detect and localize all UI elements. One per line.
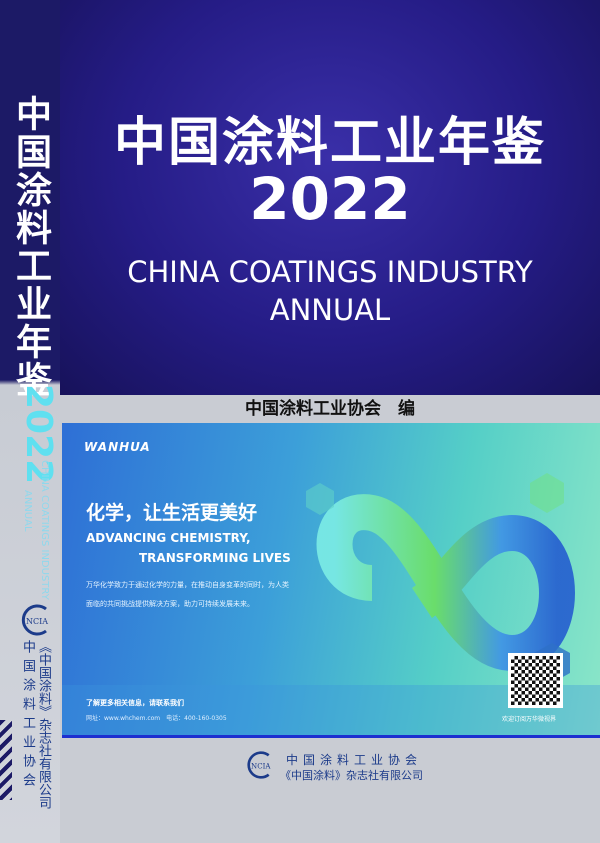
cover-year: 2022	[249, 165, 411, 233]
cover-header: 中国涂料工业年鉴 2022 CHINA COATINGS INDUSTRY AN…	[60, 0, 600, 395]
publisher-company: 《中国涂料》杂志社有限公司	[280, 769, 423, 782]
ad-slogan: 化学，让生活更美好	[86, 502, 258, 524]
book-spine: 中国涂料工业年鉴 2022 CHINA COATINGS INDUSTRY AN…	[0, 0, 60, 843]
ad-body-text-2: 面临的共同挑战提供解决方案，助力可持续发展未来。	[86, 600, 254, 608]
spine-title: 中国涂料工业年鉴	[10, 95, 51, 399]
advertisement: WANHUA 化学，让生活更美好 ADVANCING CHEMISTRY, TR…	[62, 423, 600, 738]
cover-english-title: CHINA COATINGS INDUSTRY	[127, 255, 533, 289]
qr-caption: 欢迎订阅万华微视界	[502, 716, 557, 723]
wanhua-logo: WANHUA	[84, 440, 151, 454]
ad-slogan-english: ADVANCING CHEMISTRY,	[86, 531, 251, 545]
spine-publisher-association: 中国涂料工业协会	[20, 640, 35, 792]
cover-title: 中国涂料工业年鉴	[113, 113, 546, 173]
ad-slogan-english-2: TRANSFORMING LIVES	[139, 551, 291, 565]
ad-contact-title: 了解更多相关信息，请联系我们	[86, 699, 184, 707]
spine-year: 2022	[18, 384, 59, 485]
editor-credit: 中国涂料工业协会 编	[60, 395, 600, 423]
svg-text:NCIA: NCIA	[251, 762, 271, 771]
ncia-logo-icon: NCIA	[247, 751, 271, 779]
cover-english-title-2: ANNUAL	[269, 293, 391, 327]
spine-english-title-2: ANNUAL	[22, 490, 33, 532]
svg-text:NCIA: NCIA	[26, 617, 48, 626]
ncia-logo-icon: NCIA	[21, 604, 48, 636]
ad-body-text: 万华化学致力于通过化学的力量，在推动自身变革的同时，为人类	[86, 581, 289, 589]
spine-publisher-company: 《中国涂料》杂志社有限公司	[36, 640, 51, 809]
ad-contact-detail: 网址：www.whchem.com 电话：400-160-0305	[86, 715, 227, 722]
publisher-association: 中国涂料工业协会	[286, 753, 423, 767]
spine-english-title: CHINA COATINGS INDUSTRY	[39, 460, 50, 600]
decorative-stripes	[0, 720, 12, 800]
qr-code[interactable]	[508, 653, 563, 708]
